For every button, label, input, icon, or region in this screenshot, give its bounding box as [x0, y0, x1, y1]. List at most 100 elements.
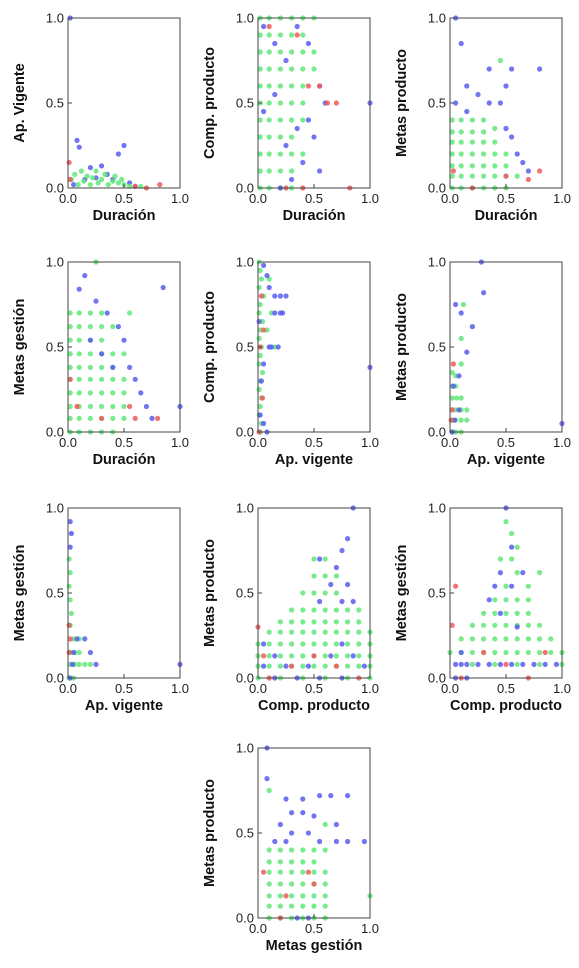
- x-tick-label: 0.5: [305, 435, 323, 450]
- x-axis-label: Metas gestión: [266, 938, 363, 954]
- data-point-green: [257, 301, 263, 308]
- y-tick-label: 1.0: [46, 255, 64, 270]
- data-point-green: [503, 636, 509, 642]
- data-point-blue: [520, 159, 526, 166]
- data-point-green: [345, 641, 351, 647]
- data-point-red: [537, 168, 543, 174]
- data-point-red: [261, 869, 267, 875]
- y-axis-label: Metas producto: [202, 539, 218, 647]
- data-point-green: [458, 129, 464, 135]
- data-point-blue: [76, 144, 82, 150]
- data-point-green: [514, 661, 520, 668]
- data-point-blue: [121, 142, 127, 149]
- data-point-blue: [71, 182, 77, 188]
- data-point-red: [283, 893, 289, 899]
- data-point-green: [345, 629, 351, 635]
- data-point-red: [66, 622, 72, 628]
- data-point-blue: [289, 176, 295, 183]
- data-point-blue: [453, 301, 459, 308]
- data-point-green: [469, 173, 475, 179]
- data-point-blue: [486, 100, 492, 106]
- data-point-green: [99, 364, 105, 370]
- data-point-green: [81, 178, 87, 184]
- data-point-green: [127, 310, 133, 316]
- data-point-blue: [69, 661, 76, 668]
- data-point-green: [257, 32, 263, 38]
- data-point-green: [277, 83, 283, 89]
- data-point-blue: [93, 661, 99, 668]
- data-point-blue: [486, 66, 492, 72]
- data-point-green: [105, 182, 111, 188]
- data-point-green: [266, 787, 272, 794]
- data-point-green: [112, 173, 118, 179]
- data-point-green: [322, 903, 328, 909]
- data-point-green: [266, 641, 272, 647]
- data-point-blue: [74, 636, 80, 642]
- x-tick-label: 1.0: [553, 191, 571, 206]
- data-point-green: [257, 168, 263, 174]
- data-point-blue: [115, 324, 121, 330]
- data-point-blue: [542, 661, 548, 668]
- data-point-blue: [317, 168, 323, 174]
- data-point-green: [300, 641, 306, 647]
- data-point-green: [300, 151, 306, 157]
- scatter-panel-10: 0.0 0.5 1.0 0.0 0.5 1.0 Metas gestión Metas pro…: [202, 741, 379, 955]
- data-point-green: [266, 83, 272, 89]
- data-point-green: [503, 597, 509, 603]
- scatter-panel-4: 0.0 0.5 1.0 0.0 0.5 1.0 Duración Metas gestión: [12, 255, 189, 469]
- data-point-green: [67, 351, 73, 357]
- y-tick-label: 0.0: [46, 425, 64, 440]
- data-point-green: [67, 403, 73, 410]
- x-axis-label: Duración: [93, 452, 156, 468]
- data-point-blue: [456, 373, 462, 379]
- x-tick-label: 0.0: [249, 681, 267, 696]
- data-point-green: [503, 649, 509, 656]
- data-point-green: [110, 390, 116, 396]
- data-point-blue: [149, 415, 155, 421]
- x-axis-label: Ap. vigente: [467, 452, 545, 468]
- data-point-red: [525, 176, 532, 183]
- data-point-green: [481, 117, 487, 123]
- data-point-blue: [261, 262, 267, 268]
- data-point-green: [277, 893, 283, 899]
- data-point-green: [345, 653, 351, 659]
- data-point-blue: [272, 653, 278, 659]
- y-tick-label: 1.0: [46, 11, 64, 26]
- data-point-green: [110, 324, 116, 330]
- data-point-green: [84, 173, 90, 179]
- data-point-blue: [68, 530, 74, 537]
- data-point-green: [121, 351, 127, 357]
- data-point-green: [289, 117, 295, 123]
- data-point-green: [67, 364, 73, 370]
- data-point-green: [277, 653, 283, 659]
- data-point-green: [289, 151, 295, 157]
- data-point-green: [481, 139, 487, 145]
- y-axis-label: Metas gestión: [12, 545, 28, 642]
- data-point-green: [311, 607, 317, 613]
- x-tick-label: 0.5: [115, 435, 133, 450]
- data-point-blue: [453, 100, 459, 106]
- data-point-green: [458, 417, 464, 423]
- data-point-green: [481, 151, 487, 157]
- data-point-green: [102, 171, 108, 177]
- data-point-green: [266, 100, 272, 106]
- data-point-red: [450, 361, 456, 367]
- data-point-blue: [283, 838, 289, 845]
- data-point-green: [469, 661, 475, 668]
- data-point-blue: [99, 163, 105, 169]
- y-tick-label: 0.5: [236, 340, 254, 355]
- data-point-green: [300, 117, 306, 123]
- data-point-green: [256, 386, 262, 393]
- data-point-blue: [339, 547, 345, 554]
- data-point-green: [277, 117, 283, 123]
- data-point-green: [277, 869, 283, 875]
- data-point-green: [115, 180, 121, 186]
- data-point-green: [82, 661, 88, 668]
- data-point-green: [514, 649, 520, 656]
- data-point-green: [492, 636, 498, 642]
- scatter-panel-9: 0.0 0.5 1.0 0.0 0.5 1.0 Comp. producto Metas ge…: [394, 501, 571, 715]
- data-point-green: [481, 173, 487, 179]
- y-tick-label: 1.0: [428, 255, 446, 270]
- data-point-green: [266, 847, 272, 853]
- data-point-green: [503, 163, 509, 169]
